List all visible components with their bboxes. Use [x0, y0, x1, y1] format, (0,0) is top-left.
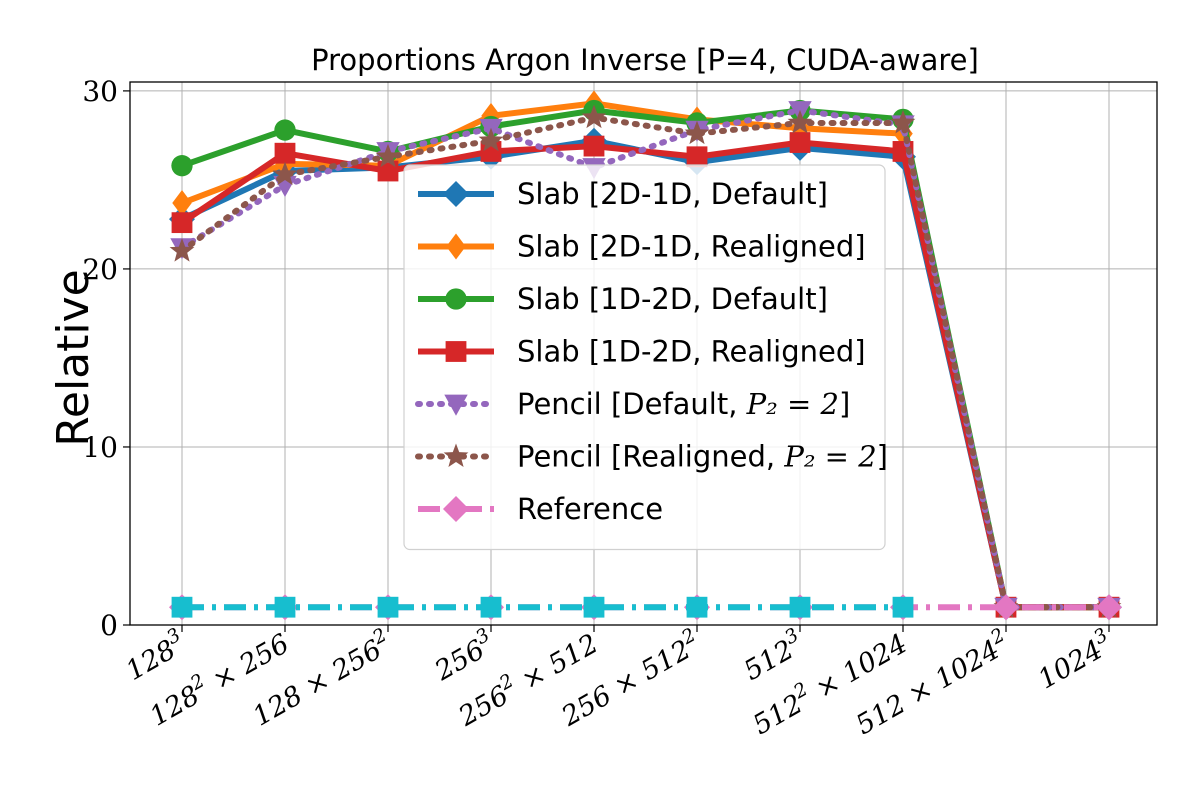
data-point	[443, 443, 469, 467]
legend-label: Pencil [Realigned, P₂ = 2]	[517, 440, 888, 474]
data-point	[789, 596, 811, 618]
data-point	[686, 146, 708, 168]
y-tick-label: 30	[82, 75, 118, 108]
legend-entry: Slab [1D-2D, Default]	[418, 282, 828, 316]
x-tick-label: 10243	[1031, 624, 1119, 696]
data-point	[377, 160, 399, 182]
legend-label: Reference	[517, 492, 663, 526]
data-point	[274, 596, 296, 618]
legend-label: Pencil [Default, P₂ = 2]	[517, 387, 850, 421]
legend-entry: Slab [1D-2D, Realigned]	[418, 335, 866, 369]
x-tick-label: 5123	[736, 624, 809, 687]
legend-entry: Slab [2D-1D, Default]	[418, 177, 828, 211]
series-lines	[169, 90, 1122, 621]
legend-entry: Slab [2D-1D, Realigned]	[418, 230, 866, 264]
x-tick-label: 2563	[427, 624, 501, 687]
data-point	[583, 596, 605, 618]
data-point	[171, 212, 193, 234]
legend-entry: Reference	[418, 492, 663, 526]
data-point	[478, 127, 504, 152]
data-point	[686, 596, 708, 618]
x-tick-label: 1283	[118, 624, 191, 687]
legend: Slab [2D-1D, Default] Slab [2D-1D, Realig…	[403, 164, 888, 551]
data-point	[445, 288, 467, 310]
data-point	[443, 181, 469, 207]
legend-label: Slab [2D-1D, Default]	[517, 177, 828, 211]
data-point	[274, 119, 296, 141]
legend-label: Slab [2D-1D, Realigned]	[517, 230, 866, 264]
data-point	[1096, 594, 1122, 621]
data-point	[375, 143, 401, 168]
data-point	[272, 161, 298, 186]
data-point	[787, 109, 813, 134]
data-point	[171, 155, 193, 177]
data-point	[684, 120, 710, 145]
y-tick-label: 10	[82, 431, 118, 464]
legend-label: Slab [1D-2D, Default]	[517, 282, 828, 316]
chart-title: Proportions Argon Inverse [P=4, CUDA-awa…	[311, 43, 979, 77]
data-point	[377, 596, 399, 618]
y-tick-label: 0	[100, 609, 118, 642]
legend-entry: Pencil [Realigned, P₂ = 2]	[415, 440, 888, 474]
data-point	[443, 496, 469, 522]
data-point	[892, 596, 914, 618]
data-point	[583, 135, 605, 157]
plot-frame	[129, 81, 1158, 626]
y-tick-label: 20	[82, 253, 118, 286]
data-point	[172, 190, 192, 217]
data-point	[274, 142, 296, 164]
series-line	[179, 114, 1112, 611]
data-point	[581, 104, 607, 129]
y-axis-label: Relative	[48, 269, 99, 446]
data-point	[445, 341, 467, 362]
series	[171, 596, 914, 618]
data-point	[993, 594, 1019, 621]
legend-label: Slab [1D-2D, Realigned]	[517, 335, 866, 369]
data-point	[446, 233, 466, 260]
data-point	[789, 132, 811, 153]
data-point	[171, 596, 193, 618]
data-point	[890, 109, 916, 134]
legend-entry: Pencil [Default, P₂ = 2]	[415, 387, 850, 421]
data-point	[444, 394, 468, 416]
legend-box	[403, 164, 886, 551]
data-point	[480, 596, 502, 618]
data-point	[169, 238, 195, 262]
